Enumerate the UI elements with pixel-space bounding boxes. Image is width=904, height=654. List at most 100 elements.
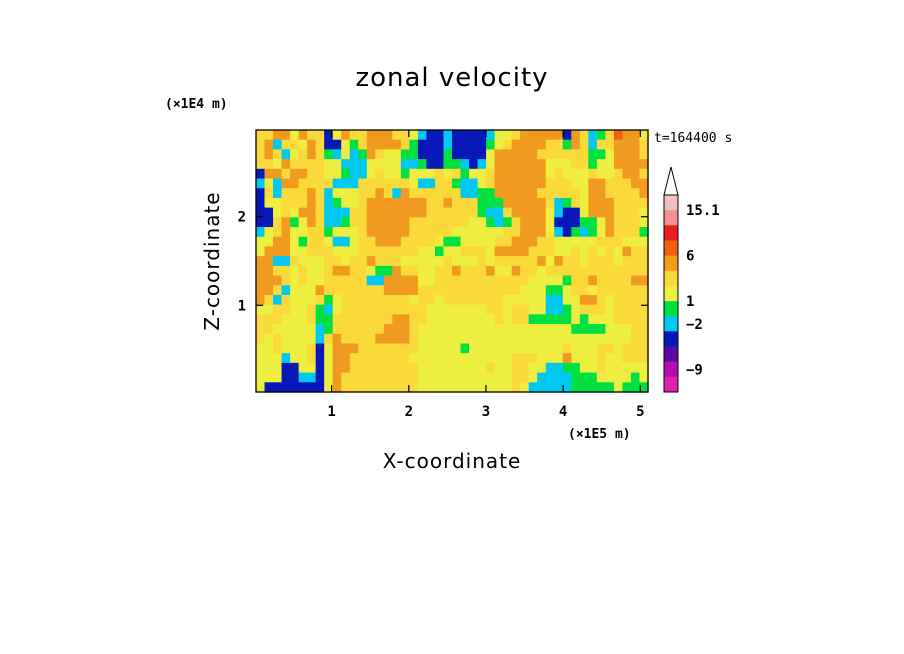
contour-cell — [630, 139, 641, 150]
contour-cell — [596, 130, 606, 141]
contour-cell — [383, 207, 393, 218]
contour-cell — [503, 265, 513, 277]
contour-cell — [409, 265, 419, 277]
contour-cell — [630, 168, 641, 180]
contour-cell — [358, 382, 368, 393]
contour-cell — [537, 130, 547, 141]
contour-cell — [383, 168, 393, 180]
contour-cell — [443, 178, 453, 189]
contour-cell — [452, 139, 462, 150]
contour-cell — [545, 246, 555, 257]
contour-cell — [452, 324, 462, 335]
contour-cell — [452, 343, 462, 354]
contour-cell — [273, 207, 283, 218]
contour-cell — [520, 294, 530, 306]
contour-cell — [503, 304, 513, 315]
contour-cell — [273, 197, 283, 209]
contour-cell — [469, 159, 479, 170]
contour-cell — [486, 159, 496, 170]
contour-cell — [409, 285, 419, 296]
contour-cell — [562, 275, 572, 286]
contour-cell — [426, 130, 436, 141]
contour-cell — [434, 372, 445, 383]
contour-cell — [639, 324, 649, 335]
contour-cell — [511, 256, 521, 267]
contour-cell — [324, 178, 334, 189]
contour-cell — [511, 130, 521, 141]
contour-cell — [622, 353, 632, 364]
contour-cell — [452, 372, 462, 383]
contour-cell — [409, 139, 419, 150]
contour-cell — [290, 304, 300, 315]
contour-cell — [426, 256, 436, 267]
contour-cell — [639, 139, 649, 150]
contour-cell — [605, 139, 615, 150]
contour-cell — [460, 168, 470, 180]
contour-cell — [511, 324, 521, 335]
contour-cell — [273, 236, 283, 248]
contour-cell — [511, 382, 521, 393]
contour-cell — [383, 178, 393, 189]
contour-cell — [605, 246, 615, 257]
contour-cell — [588, 294, 598, 306]
contour-cell — [332, 314, 342, 325]
contour-cell — [434, 333, 445, 345]
contour-cell — [545, 197, 555, 209]
contour-cell — [486, 236, 496, 248]
contour-cell — [596, 217, 606, 228]
contour-cell — [469, 362, 479, 374]
contour-cell — [273, 217, 283, 228]
contour-cell — [486, 382, 496, 393]
contour-cell — [264, 236, 274, 248]
contour-cell — [298, 275, 308, 286]
contour-cell — [605, 149, 615, 160]
contour-cell — [290, 139, 300, 150]
contour-cell — [426, 304, 436, 315]
contour-cell — [554, 197, 564, 209]
contour-cell — [486, 188, 496, 199]
contour-cell — [332, 188, 342, 199]
colorbar-label: 6 — [686, 249, 694, 265]
contour-cell — [562, 139, 572, 150]
contour-cell — [341, 294, 351, 306]
contour-cell — [613, 207, 624, 218]
contour-cell — [341, 314, 351, 325]
contour-cell — [383, 197, 393, 209]
contour-cell — [358, 256, 368, 267]
contour-cell — [503, 197, 513, 209]
contour-cell — [545, 188, 555, 199]
contour-cell — [477, 139, 487, 150]
contour-cell — [383, 372, 393, 383]
contour-cell — [409, 207, 419, 218]
contour-cell — [383, 159, 393, 170]
x-tick-label: 3 — [482, 404, 490, 420]
contour-cell — [383, 130, 393, 141]
contour-cell — [290, 353, 300, 364]
contour-cell — [358, 246, 368, 257]
contour-cell — [281, 324, 291, 335]
contour-cell — [349, 227, 359, 238]
contour-cell — [579, 139, 589, 150]
contour-cell — [528, 265, 538, 277]
contour-cell — [256, 256, 266, 267]
contour-cell — [256, 139, 266, 150]
contour-cell — [341, 304, 351, 315]
colorbar-level — [664, 270, 678, 287]
contour-cell — [554, 227, 564, 238]
contour-cell — [341, 178, 351, 189]
contour-cell — [520, 324, 530, 335]
contour-cell — [264, 314, 274, 325]
contour-cell — [613, 178, 624, 189]
contour-cell — [392, 304, 402, 315]
contour-cell — [443, 168, 453, 180]
contour-cell — [494, 149, 504, 160]
contour-cell — [528, 285, 538, 296]
contour-cell — [520, 227, 530, 238]
contour-cell — [324, 188, 334, 199]
contour-cell — [366, 324, 376, 335]
contour-cell — [477, 343, 487, 354]
contour-cell — [613, 217, 624, 228]
contour-cell — [341, 168, 351, 180]
contour-cell — [434, 343, 445, 354]
contour-cell — [392, 285, 402, 296]
